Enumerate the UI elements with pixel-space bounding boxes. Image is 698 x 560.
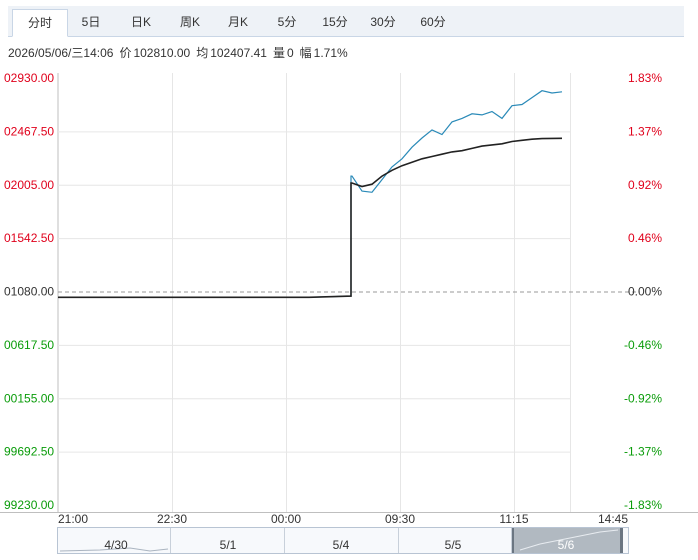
x-axis-tick-label: 22:30 <box>157 512 187 526</box>
scroller-date-label: 5/4 <box>333 538 350 552</box>
x-axis-tick-label: 14:45 <box>598 512 628 526</box>
x-axis-tick-label: 11:15 <box>499 512 528 526</box>
scroller-sparkline <box>519 529 619 551</box>
scroller-right-handle[interactable] <box>620 528 623 553</box>
tab-5day[interactable]: 5日 <box>81 15 101 29</box>
scroller-date-label: 5/6 <box>558 538 575 552</box>
price-label: 价 <box>119 46 132 60</box>
y-axis-right-tick-label: 0.46% <box>628 231 662 245</box>
y-axis-left-tick-label: 02930.00 <box>4 71 54 85</box>
avg-price-line <box>58 137 563 299</box>
y-axis-left-tick-label: 01080.00 <box>4 285 54 299</box>
tab-5min[interactable]: 5分 <box>277 15 297 29</box>
avg-label: 均 <box>196 46 209 60</box>
tab-monthly-k[interactable]: 月K <box>227 15 248 29</box>
y-axis-right-tick-label: -0.46% <box>624 338 662 352</box>
tab-intraday[interactable]: 分时 <box>12 9 68 37</box>
y-axis-right-tick-label: 0.92% <box>628 178 662 192</box>
y-axis-left-tick-label: 00617.50 <box>4 338 54 352</box>
y-axis-left-tick-label: 99692.50 <box>4 445 54 459</box>
y-axis-left-tick-label: 00155.00 <box>4 391 54 405</box>
y-axis-left-tick-label: 02467.50 <box>4 124 54 138</box>
change-label: 幅 <box>299 46 312 60</box>
tab-15min[interactable]: 15分 <box>322 15 348 29</box>
volume-label: 量 <box>272 46 285 60</box>
y-axis-left-tick-label: 01542.50 <box>4 231 54 245</box>
scroller-sparkline <box>59 547 169 552</box>
y-axis-right-tick-label: 1.37% <box>628 124 662 138</box>
x-axis-tick-label: 21:00 <box>58 512 88 526</box>
scroller-date-label: 5/5 <box>445 538 462 552</box>
scroller-date-label: 5/1 <box>220 538 237 552</box>
quote-info-line: 2026/05/06/三14:06 价 102810.00 均 102407.41 量 0 幅… <box>8 44 354 61</box>
scroller-left-handle[interactable] <box>511 528 514 553</box>
y-axis-right-tick-label: 1.83% <box>628 71 662 85</box>
volume-value: 0 <box>286 46 294 60</box>
tab-daily-k[interactable]: 日K <box>130 15 151 29</box>
y-axis-left-tick-label: 99230.00 <box>4 498 54 512</box>
y-axis-right-tick-label: -0.92% <box>624 391 662 405</box>
x-axis-tick-label: 00:00 <box>271 512 301 526</box>
y-axis-right-tick-label: 0.00% <box>628 285 662 299</box>
y-axis-right-tick-label: -1.83% <box>624 498 662 512</box>
period-tab-bar: 分时 5日 日K 周K 月K 5分 15分 30分 60分 <box>8 6 684 37</box>
y-axis-right-tick-label: -1.37% <box>624 445 662 459</box>
quote-datetime: 2026/05/06/三14:06 <box>8 46 114 60</box>
x-axis-tick-label: 09:30 <box>385 512 415 526</box>
tab-60min[interactable]: 60分 <box>420 15 446 29</box>
avg-value: 102407.41 <box>210 46 267 60</box>
price-value: 102810.00 <box>133 46 191 60</box>
y-axis-left-tick-label: 02005.00 <box>4 178 54 192</box>
tab-30min[interactable]: 30分 <box>370 15 396 29</box>
scroller-date-label: 4/30 <box>104 538 128 552</box>
tab-weekly-k[interactable]: 周K <box>179 15 200 29</box>
change-value: 1.71% <box>313 46 348 60</box>
